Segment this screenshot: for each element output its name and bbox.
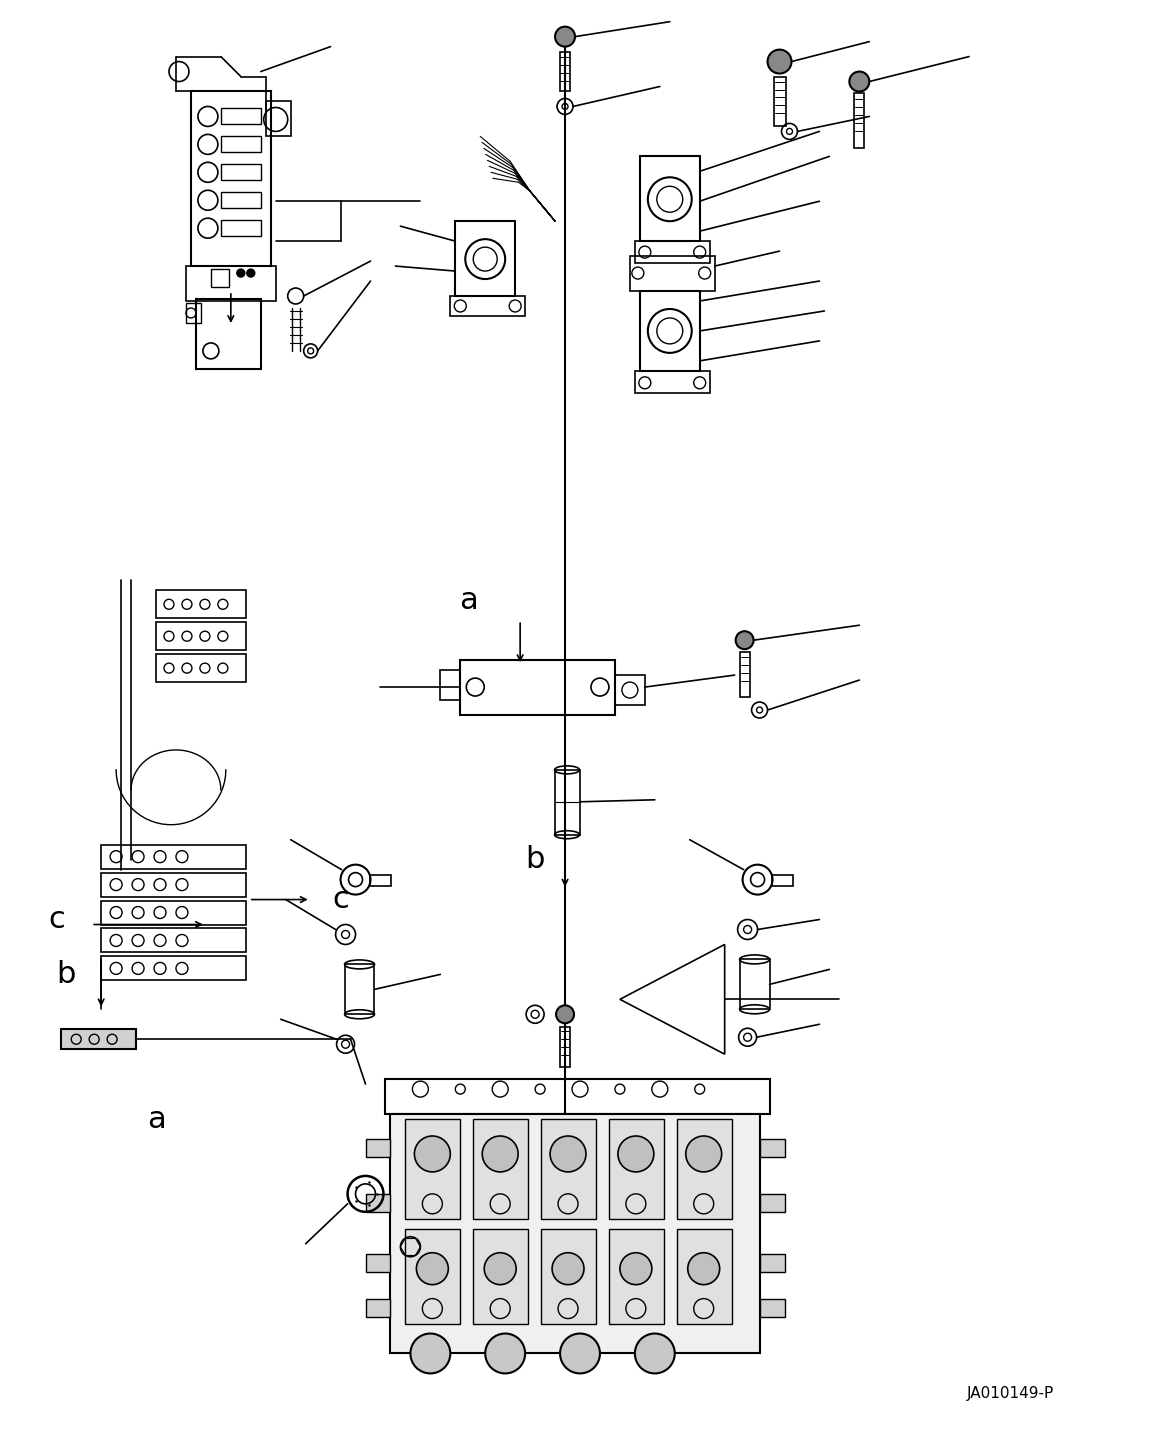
Bar [740,960,770,1009]
Bar [221,109,261,125]
Bar [677,1228,732,1323]
Text: a: a [147,1105,165,1134]
Circle shape [247,270,255,277]
Circle shape [686,1137,722,1172]
Bar [561,52,570,92]
Bar [609,1119,664,1218]
Bar [391,1114,759,1353]
Bar [370,874,392,885]
Circle shape [416,1253,448,1284]
Bar [221,165,261,181]
Text: b: b [57,960,76,989]
Bar [211,270,229,287]
Bar [221,220,261,237]
Text: JA010149-P: JA010149-P [966,1386,1054,1401]
Bar [101,901,245,924]
Bar [473,1119,528,1218]
Bar [365,1299,391,1316]
Circle shape [736,631,754,649]
Circle shape [561,1333,600,1373]
Bar [450,296,526,316]
Bar [186,303,201,323]
Bar [541,1119,595,1218]
Circle shape [635,1333,675,1373]
Bar [473,1228,528,1323]
Circle shape [483,1137,519,1172]
Bar [365,1194,391,1211]
Bar [101,957,245,980]
Bar [771,874,793,885]
Bar [101,872,245,897]
Bar [759,1254,785,1271]
Bar [406,1228,461,1323]
Circle shape [552,1253,584,1284]
Circle shape [411,1333,450,1373]
Bar [740,651,750,697]
Circle shape [849,72,869,92]
Circle shape [768,50,792,73]
Bar [630,255,715,291]
Circle shape [556,1006,575,1023]
Bar [365,1254,391,1271]
Bar [555,769,580,835]
Circle shape [485,1333,526,1373]
Bar [773,76,785,126]
Bar [62,1029,136,1049]
Circle shape [237,270,244,277]
Bar [635,370,709,393]
Text: b: b [526,845,544,874]
Circle shape [414,1137,450,1172]
Bar [759,1194,785,1211]
Circle shape [620,1253,651,1284]
Bar [615,674,644,705]
Circle shape [687,1253,720,1284]
Bar [101,928,245,953]
Bar [609,1228,664,1323]
Bar [635,241,709,263]
Bar [221,136,261,152]
Bar [195,298,261,369]
Bar [156,654,245,682]
Text: c: c [333,885,349,914]
Bar [221,192,261,208]
Bar [461,660,615,715]
Text: a: a [459,585,478,614]
Bar [759,1299,785,1316]
Bar [855,93,864,148]
Bar [191,92,271,265]
Bar [541,1228,595,1323]
Bar [365,1139,391,1157]
Bar [344,964,374,1015]
Bar [759,1139,785,1157]
Circle shape [618,1137,654,1172]
Circle shape [484,1253,516,1284]
Circle shape [555,27,575,46]
Text: c: c [48,905,65,934]
Bar [385,1079,770,1114]
Bar [156,590,245,618]
Bar [677,1119,732,1218]
Circle shape [550,1137,586,1172]
Bar [406,1119,461,1218]
Bar [101,845,245,868]
Bar [186,265,276,301]
Bar [266,102,291,136]
Bar [561,1027,570,1068]
Bar [441,670,461,700]
Bar [156,623,245,650]
